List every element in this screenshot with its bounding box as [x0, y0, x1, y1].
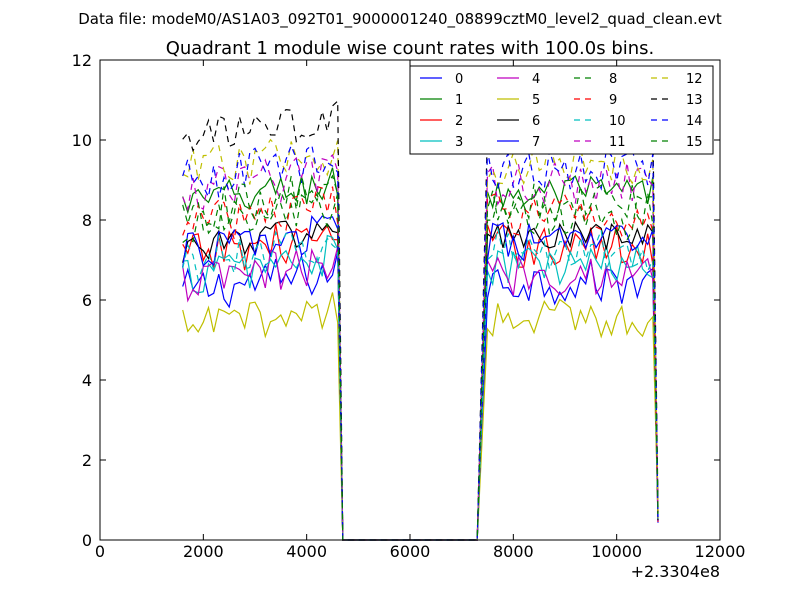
- series-line-14: [182, 144, 659, 541]
- series-line-7: [182, 215, 659, 541]
- series-line-12: [182, 138, 659, 541]
- series-layer: [182, 99, 659, 541]
- y-tick-label: 0: [82, 531, 92, 550]
- series-line-4: [182, 246, 659, 541]
- x-tick-label: 6000: [390, 542, 431, 561]
- legend-label-1: 1: [455, 93, 463, 108]
- y-tick-label: 8: [82, 211, 92, 230]
- legend-label-6: 6: [532, 114, 540, 129]
- legend-label-9: 9: [609, 93, 617, 108]
- legend-label-8: 8: [609, 72, 617, 87]
- y-tick-label: 10: [72, 131, 92, 150]
- legend-label-4: 4: [532, 72, 540, 87]
- x-tick-label: 8000: [493, 542, 534, 561]
- series-line-6: [182, 220, 659, 541]
- legend-label-10: 10: [609, 114, 626, 129]
- legend-label-0: 0: [455, 72, 463, 87]
- series-line-15: [182, 174, 659, 541]
- legend-label-14: 14: [686, 114, 703, 129]
- legend-label-12: 12: [686, 72, 703, 87]
- series-line-2: [182, 223, 659, 541]
- x-offset-label: +2.3304e8: [631, 562, 720, 581]
- y-tick-label: 6: [82, 291, 92, 310]
- legend-label-5: 5: [532, 93, 540, 108]
- legend-label-15: 15: [686, 135, 703, 150]
- series-line-5: [182, 292, 659, 541]
- legend-label-3: 3: [455, 135, 463, 150]
- y-tick-label: 2: [82, 451, 92, 470]
- legend-label-2: 2: [455, 114, 463, 129]
- series-line-0: [182, 251, 659, 541]
- x-tick-label: 12000: [695, 542, 746, 561]
- legend-label-13: 13: [686, 93, 703, 108]
- x-tick-label: 10000: [591, 542, 642, 561]
- y-tick-label: 4: [82, 371, 92, 390]
- legend-label-11: 11: [609, 135, 626, 150]
- x-tick-label: 4000: [286, 542, 327, 561]
- legend-label-7: 7: [532, 135, 540, 150]
- series-line-11: [182, 153, 659, 541]
- series-line-8: [182, 192, 659, 541]
- suptitle: Data file: modeM0/AS1A03_092T01_90000012…: [78, 10, 722, 29]
- chart-title: Quadrant 1 module wise count rates with …: [166, 38, 655, 59]
- x-tick-label: 2000: [183, 542, 224, 561]
- x-tick-label: 0: [95, 542, 105, 561]
- y-tick-label: 12: [72, 51, 92, 70]
- legend-box: [409, 65, 714, 155]
